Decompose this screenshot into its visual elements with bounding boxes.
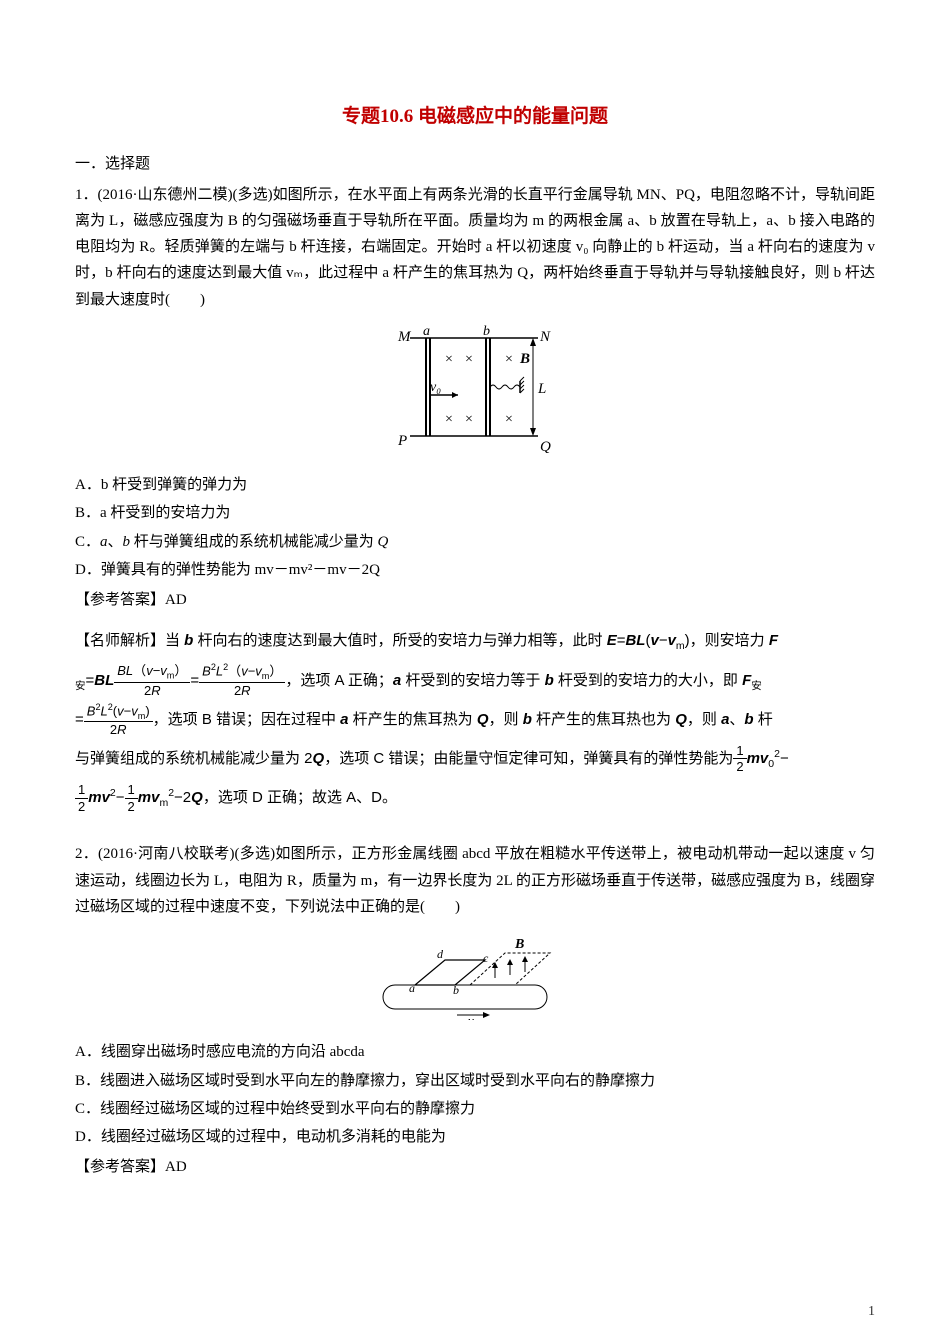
fig1-spring <box>490 385 520 389</box>
q1-option-C: C．a、b 杆与弹簧组成的系统机械能减少量为 Q <box>75 529 875 555</box>
q1-answer: 【参考答案】AD <box>75 587 875 613</box>
q1-option-D: D．弹簧具有的弹性势能为 mv－mv²－mv－2Q <box>75 557 875 583</box>
exp-s1: ，选项 A 正确； <box>285 672 393 689</box>
q2-answer: 【参考答案】AD <box>75 1154 875 1180</box>
exp-s12: ，选项 D 正确；故选 A、D。 <box>203 789 397 806</box>
exp-c: ，则安培力 <box>690 632 769 649</box>
fig1-L-bot <box>530 428 536 436</box>
exp-s8: ，则 <box>687 711 721 728</box>
fig1-x5: × <box>505 352 513 367</box>
fig1-label-a: a <box>423 324 430 339</box>
exp-s7: 杆产生的焦耳热也为 <box>532 711 675 728</box>
page-number: 1 <box>868 1300 875 1325</box>
q1-explain: 【名师解析】当 b 杆向右的速度达到最大值时，所受的安培力与弹力相等，此时 E=… <box>75 621 875 817</box>
fig2-B: B <box>514 937 524 952</box>
fig1-x4: × <box>465 412 473 427</box>
fig1-label-v0: v₀ <box>430 380 441 395</box>
q1-option-A: A．b 杆受到弹簧的弹力为 <box>75 472 875 498</box>
q2-figure: a b c d B v <box>75 930 875 1029</box>
exp-s3: 杆受到的安培力的大小，即 <box>554 672 742 689</box>
fig1-label-N: N <box>539 329 551 345</box>
section-heading: 一．选择题 <box>75 151 875 177</box>
fig2-belt <box>383 985 547 1009</box>
fig2-bh2 <box>507 959 513 965</box>
q1-option-B: B．a 杆受到的安培力为 <box>75 500 875 526</box>
q2-option-D: D．线圈经过磁场区域的过程中，电动机多消耗的电能为 <box>75 1124 875 1150</box>
q1-stem: 1．(2016·山东德州二模)(多选)如图所示，在水平面上有两条光滑的长直平行金… <box>75 182 875 313</box>
q2-option-A: A．线圈穿出磁场时感应电流的方向沿 abcda <box>75 1039 875 1065</box>
exp-s10: 与弹簧组成的系统机械能减少量为 <box>75 750 304 767</box>
q1-stem-text: 1．(2016·山东德州二模)(多选)如图所示，在水平面上有两条光滑的长直平行金… <box>75 187 875 308</box>
fig1-x1: × <box>445 352 453 367</box>
q2-option-C: C．线圈经过磁场区域的过程中始终受到水平向右的静摩擦力 <box>75 1096 875 1122</box>
fig1-label-b: b <box>483 324 490 339</box>
fig2-bh3 <box>522 956 528 962</box>
fig1-x6: × <box>505 412 513 427</box>
fig2-bh1 <box>492 962 498 968</box>
exp-s2: 杆受到的安培力等于 <box>401 672 544 689</box>
q2-stem-text: 2．(2016·河南八校联考)(多选)如图所示，正方形金属线圈 abcd 平放在… <box>75 846 875 915</box>
q1-figure: M N P Q a b × × × × × × B v₀ L <box>75 323 875 462</box>
exp-s11: ，选项 C 错误；由能量守恒定律可知，弹簧具有的弹性势能为 <box>324 750 733 767</box>
fig2-b: b <box>453 983 459 997</box>
fig1-label-B: B <box>519 351 530 367</box>
exp-s5: 杆产生的焦耳热为 <box>349 711 477 728</box>
fig1-h1 <box>520 377 524 381</box>
exp-s9: 杆 <box>754 711 773 728</box>
fig1-label-P: P <box>397 433 407 449</box>
fig2-c: c <box>483 951 489 965</box>
q2-stem: 2．(2016·河南八校联考)(多选)如图所示，正方形金属线圈 abcd 平放在… <box>75 841 875 920</box>
page-title: 专题10.6 电磁感应中的能量问题 <box>75 100 875 133</box>
fig1-v0-arrowhead <box>452 392 458 398</box>
exp-a: 【名师解析】当 <box>75 632 184 649</box>
fig1-label-M: M <box>397 329 412 345</box>
fig2-v-arrow <box>483 1012 490 1018</box>
fig1-x2: × <box>465 352 473 367</box>
fig1-label-Q: Q <box>540 439 551 453</box>
fig2-d: d <box>437 947 444 961</box>
fig2-a: a <box>409 981 415 995</box>
fig1-x3: × <box>445 412 453 427</box>
exp-b: 杆向右的速度达到最大值时，所受的安培力与弹力相等，此时 <box>193 632 606 649</box>
exp-s6: ，则 <box>489 711 523 728</box>
fig2-v: v <box>468 1013 474 1020</box>
exp-s4: ，选项 B 错误；因在过程中 <box>153 711 341 728</box>
fig1-label-L: L <box>537 381 546 397</box>
q2-option-B: B．线圈进入磁场区域时受到水平向左的静摩擦力，穿出区域时受到水平向右的静摩擦力 <box>75 1068 875 1094</box>
fig1-L-top <box>530 338 536 346</box>
